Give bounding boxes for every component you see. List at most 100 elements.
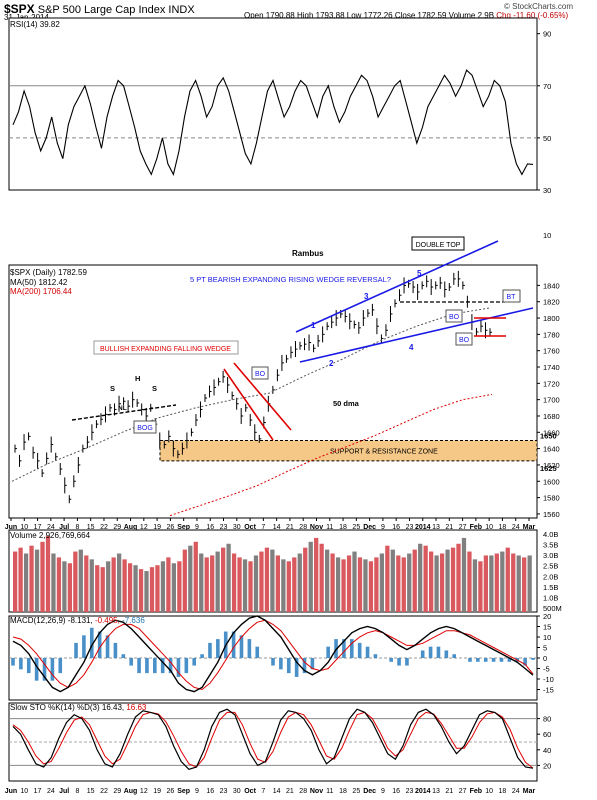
x-axis-label-bottom: 18 (339, 788, 347, 795)
bt-box (502, 289, 521, 303)
volume-bar (511, 553, 516, 612)
volume-bar (18, 547, 23, 612)
price-axis-tick-label: 1620 (543, 461, 560, 470)
support-resistance-zone (159, 439, 538, 462)
x-axis-label-bottom: 29 (113, 788, 121, 795)
x-axis-label-bottom: 12 (140, 788, 148, 795)
x-axis-label-bottom: 25 (352, 788, 360, 795)
x-axis-label: 25 (352, 524, 360, 531)
volume-bar (264, 547, 270, 612)
x-axis-label-bottom: 8 (75, 788, 79, 795)
volume-bar (368, 561, 374, 612)
macd-histogram-bar (247, 639, 252, 658)
volume-bar (281, 559, 286, 612)
price-axis-tick-label: 1780 (543, 330, 560, 339)
macd-histogram-bar (153, 658, 157, 674)
macd-axis-tick-label: 20 (543, 612, 551, 621)
x-axis-label: Dec (363, 524, 376, 531)
volume-axis-tick-label: 3.5B (543, 541, 558, 550)
macd-histogram-bar (271, 658, 275, 666)
x-axis-label-bottom: 2014 (415, 788, 431, 795)
hs-neckline (71, 404, 177, 421)
high-value: High 1793.88 (296, 11, 345, 20)
bog-box (133, 420, 157, 434)
volume-bar (516, 555, 521, 612)
macd-histogram-bar (34, 658, 39, 681)
volume-axis-tick-label: 1.0B (543, 593, 558, 602)
x-axis-label-bottom: Feb (470, 788, 482, 795)
volume-bar (40, 541, 45, 612)
x-axis-label-bottom: 9 (381, 788, 385, 795)
volume-bar (450, 547, 456, 612)
quote-line: Open 1790.88 High 1793.88 Low 1772.26 Cl… (244, 11, 568, 20)
support-zone-label: SUPPORT & RESISTANCE ZONE (330, 449, 438, 456)
x-axis-label-bottom: 23 (406, 788, 414, 795)
x-axis-label-bottom: 15 (87, 788, 95, 795)
rsi-axis-tick-label: 10 (543, 231, 551, 240)
x-axis-label: Jun (5, 524, 17, 531)
symbol-name: S&P 500 Large Cap Index INDX (37, 4, 195, 16)
volume-bar (182, 549, 187, 612)
x-axis-label-bottom: 23 (220, 788, 228, 795)
volume-bar (29, 545, 34, 612)
bo-box-2-label: BO (449, 314, 460, 321)
volume-bar (472, 559, 478, 612)
macd-histogram-bar (129, 658, 133, 666)
volume-axis-tick-label: 2.0B (543, 572, 558, 581)
x-axis-label: 10 (20, 524, 28, 531)
volume-axis-tick-label: 500M (543, 604, 562, 613)
ma200-line (169, 393, 493, 517)
close-value: Close 1782.59 (394, 11, 447, 20)
macd-histogram-bar (452, 654, 457, 658)
x-axis-label: 2014 (415, 524, 431, 531)
x-axis-label: 10 (485, 524, 493, 531)
macd-axis-tick-label: 0 (543, 654, 547, 663)
macd-histogram-bar (444, 650, 449, 658)
x-axis-label: 14 (273, 524, 281, 531)
macd-histogram-bar (239, 635, 244, 658)
macd-histogram-bar (436, 646, 441, 658)
volume-bar (62, 561, 67, 612)
macd-histogram-bar (74, 642, 78, 658)
x-axis-label-bottom: 18 (499, 788, 507, 795)
chart-title: $SPX S&P 500 Large Cap Index INDX (4, 2, 195, 16)
bo-box-1 (251, 366, 269, 380)
sto-axis-tick-label: 60 (543, 730, 551, 739)
price-axis-tick-label: 1840 (543, 281, 560, 290)
x-axis-label-bottom: Jun (5, 788, 17, 795)
volume-bar (117, 553, 122, 612)
x-axis-label: 16 (392, 524, 400, 531)
macd-line (12, 615, 534, 693)
bog-label: BOG (137, 425, 153, 432)
volume-bar (297, 553, 302, 612)
x-axis-label: 27 (459, 524, 467, 531)
volume-bar (78, 549, 83, 612)
macd-axis-tick-label: 10 (543, 633, 551, 642)
volume-axis-tick-label: 4.0B (543, 530, 558, 539)
wave-point-2: 2 (329, 359, 334, 368)
stockcharts-logo: © StockCharts.com (504, 2, 574, 11)
price-axis-tick-label: 1660 (543, 428, 560, 437)
price-axis-tick-label: 1760 (543, 347, 560, 356)
volume-bar (341, 559, 346, 612)
wave-point-4: 4 (409, 343, 414, 352)
x-axis-label-bottom: 30 (233, 788, 241, 795)
macd-histogram-bar (160, 658, 165, 674)
volume-bar (434, 555, 439, 612)
wedge-lower-line (299, 307, 534, 363)
macd-histogram-bar (294, 658, 299, 677)
ma50-line (11, 307, 491, 482)
x-axis-label-bottom: Oct (244, 788, 256, 795)
macd-histogram-bar (365, 646, 370, 658)
volume-bar (210, 555, 215, 612)
volume-bar (242, 559, 248, 612)
volume-bar (286, 561, 291, 612)
wave-point-5: 5 (417, 269, 422, 278)
volume-bar (215, 551, 220, 612)
head-label: H (135, 374, 140, 383)
macd-histogram-bar (491, 658, 496, 662)
volume-bar (111, 557, 116, 612)
volume-bar (231, 553, 237, 612)
price-axis-tick-label: 1820 (543, 298, 560, 307)
